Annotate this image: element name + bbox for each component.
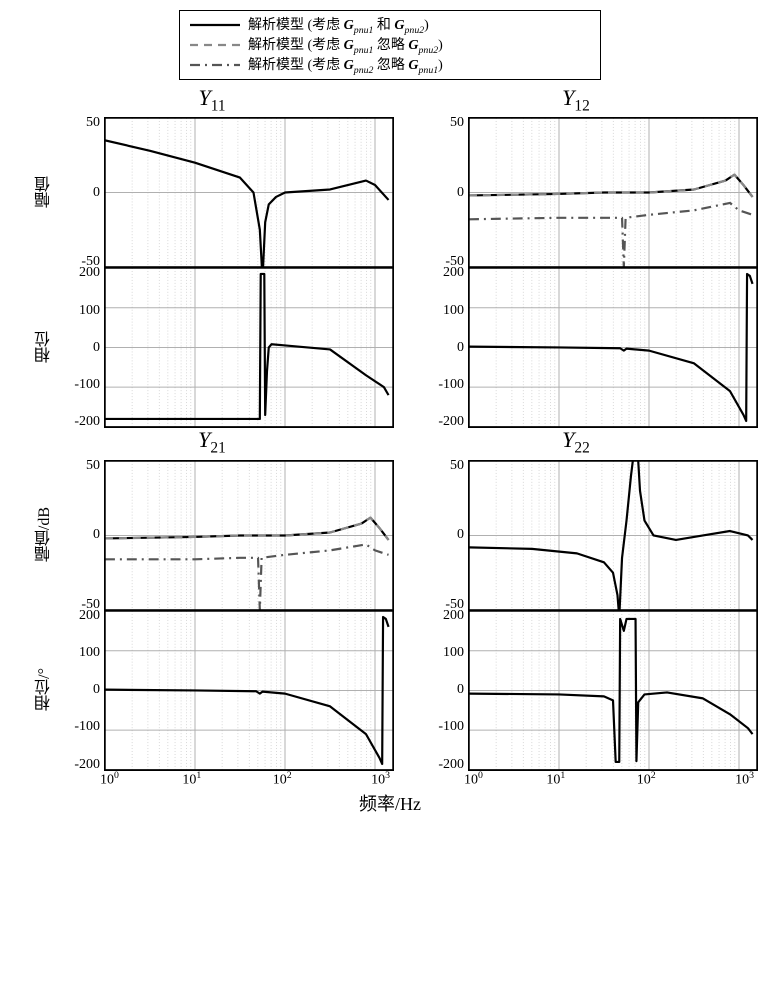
x-axis-label: 频率/Hz	[10, 790, 760, 816]
y-ticks: 2001000-100-200	[424, 267, 468, 427]
subplot-title: Y21	[30, 427, 394, 457]
legend-line-icon	[190, 58, 240, 72]
subplot-Y21: Y21 幅值/dB500-50 相位/°2001000-100-2001001011…	[30, 427, 394, 787]
legend-label: 解析模型 (考虑 Gpnu2 忽略 Gpnu1)	[248, 54, 443, 76]
plot-area	[468, 117, 758, 268]
plot-area	[104, 610, 394, 771]
legend: 解析模型 (考虑 Gpnu1 和 Gpnu2)解析模型 (考虑 Gpnu1 忽略…	[179, 10, 601, 80]
plot-area	[468, 267, 758, 428]
legend-entry: 解析模型 (考虑 Gpnu2 忽略 Gpnu1)	[190, 55, 590, 75]
y-axis-label-phase: 相位/°	[33, 668, 57, 711]
y-ticks: 500-50	[60, 117, 104, 267]
subplot-Y12: Y12500-502001000-100-200	[394, 85, 758, 427]
legend-label: 解析模型 (考虑 Gpnu1 忽略 Gpnu2)	[248, 34, 443, 56]
y-axis-label-phase: 相位	[33, 331, 57, 363]
subplot-title: Y12	[394, 85, 758, 115]
y-ticks: 500-50	[424, 460, 468, 610]
plot-area	[468, 610, 758, 771]
y-ticks: 2001000-100-200	[424, 610, 468, 770]
legend-entry: 解析模型 (考虑 Gpnu1 忽略 Gpnu2)	[190, 35, 590, 55]
x-ticks: 100101102103	[464, 770, 754, 788]
subplot-Y22: Y22500-502001000-100-200100101102103	[394, 427, 758, 787]
plot-area	[468, 460, 758, 611]
legend-line-icon	[190, 18, 240, 32]
y-ticks: 2001000-100-200	[60, 610, 104, 770]
plot-area	[104, 117, 394, 268]
x-ticks: 100101102103	[100, 770, 390, 788]
chart-grid: Y11幅值500-50相位2001000-100-200Y12500-50200…	[30, 85, 750, 788]
subplot-title: Y22	[394, 427, 758, 457]
y-axis-label-mag: 幅值/dB	[33, 507, 57, 562]
subplot-title: Y11	[30, 85, 394, 115]
y-ticks: 2001000-100-200	[60, 267, 104, 427]
y-ticks: 500-50	[424, 117, 468, 267]
legend-entry: 解析模型 (考虑 Gpnu1 和 Gpnu2)	[190, 15, 590, 35]
legend-label: 解析模型 (考虑 Gpnu1 和 Gpnu2)	[248, 14, 429, 36]
legend-line-icon	[190, 38, 240, 52]
plot-area	[104, 460, 394, 611]
y-ticks: 500-50	[60, 460, 104, 610]
y-axis-label-mag: 幅值	[33, 176, 57, 208]
subplot-Y11: Y11 幅值500-50 相位2001000-100-200	[30, 85, 394, 427]
plot-area	[104, 267, 394, 428]
